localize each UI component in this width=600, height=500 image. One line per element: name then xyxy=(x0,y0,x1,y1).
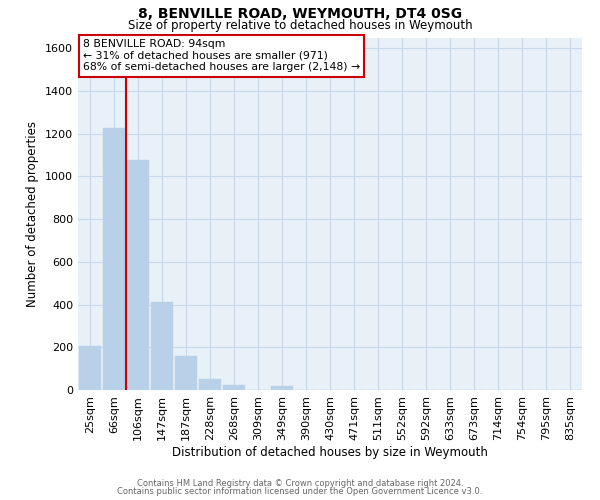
Bar xyxy=(79,346,101,390)
Bar xyxy=(199,379,221,390)
Bar xyxy=(271,386,293,390)
Bar xyxy=(175,356,197,390)
Bar xyxy=(103,128,125,390)
Text: Contains public sector information licensed under the Open Government Licence v3: Contains public sector information licen… xyxy=(118,487,482,496)
Text: Size of property relative to detached houses in Weymouth: Size of property relative to detached ho… xyxy=(128,18,472,32)
Bar xyxy=(223,384,245,390)
Bar xyxy=(151,302,173,390)
X-axis label: Distribution of detached houses by size in Weymouth: Distribution of detached houses by size … xyxy=(172,446,488,458)
Text: 8 BENVILLE ROAD: 94sqm
← 31% of detached houses are smaller (971)
68% of semi-de: 8 BENVILLE ROAD: 94sqm ← 31% of detached… xyxy=(83,40,360,72)
Y-axis label: Number of detached properties: Number of detached properties xyxy=(26,120,40,306)
Bar xyxy=(127,160,149,390)
Text: Contains HM Land Registry data © Crown copyright and database right 2024.: Contains HM Land Registry data © Crown c… xyxy=(137,478,463,488)
Text: 8, BENVILLE ROAD, WEYMOUTH, DT4 0SG: 8, BENVILLE ROAD, WEYMOUTH, DT4 0SG xyxy=(138,8,462,22)
